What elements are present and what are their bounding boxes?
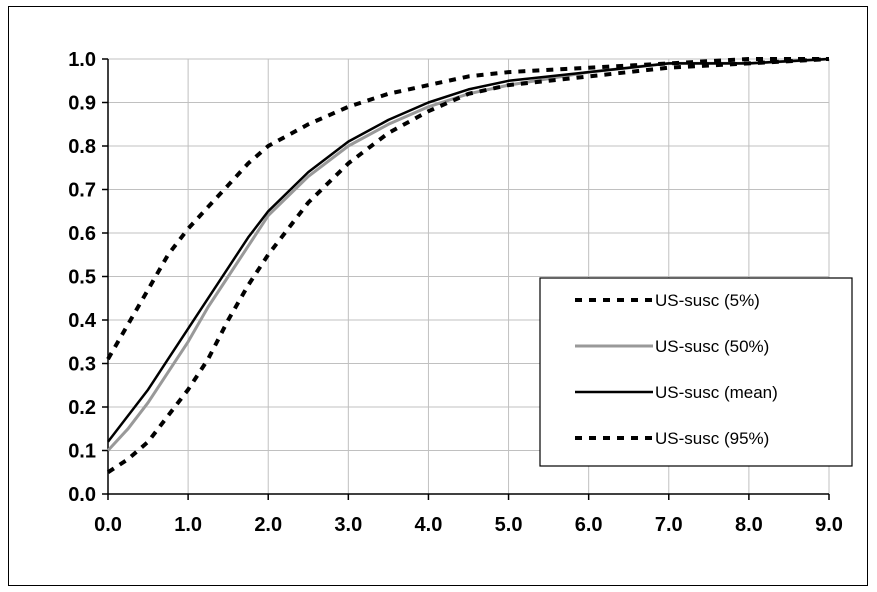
- x-tick-label: 6.0: [575, 514, 603, 536]
- x-tick-label: 8.0: [735, 514, 763, 536]
- y-tick-label: 0.7: [68, 180, 96, 202]
- y-tick-label: 0.6: [68, 223, 96, 245]
- legend: US-susc (5%) US-susc (50%) US-susc (mean) U…: [540, 278, 852, 466]
- x-tick-label: 4.0: [415, 514, 443, 536]
- y-tick-label: 0.1: [68, 441, 96, 463]
- y-tick-label: 0.0: [68, 484, 96, 506]
- y-tick-label: 0.4: [68, 310, 97, 332]
- x-tick-label: 9.0: [815, 514, 843, 536]
- x-tick-label: 5.0: [495, 514, 523, 536]
- y-tick-label: 1.0: [68, 49, 96, 71]
- x-tick-label: 7.0: [655, 514, 683, 536]
- legend-label-us-susc-mean: US-susc (mean): [655, 383, 778, 402]
- legend-label-us-susc-5: US-susc (5%): [655, 291, 760, 310]
- y-tick-label: 0.2: [68, 397, 96, 419]
- y-tick-labels: 0.0 0.1 0.2 0.3 0.4 0.5 0.6 0.7 0.8 0.9 1.0: [68, 49, 97, 506]
- x-tick-label: 3.0: [334, 514, 362, 536]
- x-tick-label: 1.0: [174, 514, 202, 536]
- y-tick-label: 0.8: [68, 136, 96, 158]
- x-tick-labels: 0.0 1.0 2.0 3.0 4.0 5.0 6.0 7.0 8.0 9.0: [94, 514, 843, 536]
- x-tick-label: 0.0: [94, 514, 122, 536]
- y-tick-label: 0.5: [68, 267, 96, 289]
- legend-label-us-susc-50: US-susc (50%): [655, 337, 769, 356]
- x-tick-label: 2.0: [254, 514, 282, 536]
- y-tick-label: 0.9: [68, 93, 96, 115]
- y-tick-label: 0.3: [68, 354, 96, 376]
- legend-label-us-susc-95: US-susc (95%): [655, 429, 769, 448]
